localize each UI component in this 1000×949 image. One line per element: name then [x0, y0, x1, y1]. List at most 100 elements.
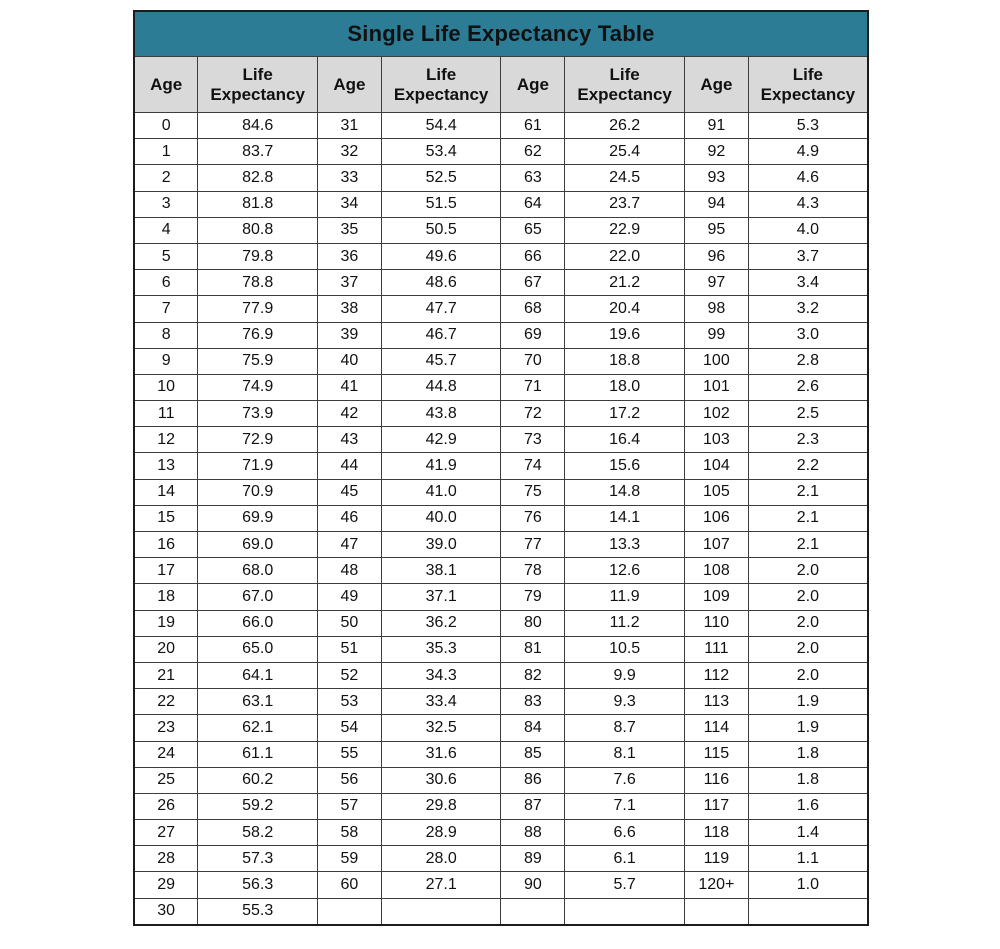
table-row: 17 68.0 48 38.1 78 12.6 108 2.0 [133, 557, 869, 585]
age-cell: 84 [500, 714, 566, 742]
age-cell: 13 [133, 452, 199, 480]
table-row: 6 78.8 37 48.6 67 21.2 97 3.4 [133, 269, 869, 297]
life-expectancy-cell: 2.6 [747, 373, 869, 402]
column-header-life-expectancy-1: Life Expectancy [197, 56, 318, 113]
life-expectancy-cell: 2.3 [747, 426, 869, 454]
age-cell: 43 [316, 426, 382, 454]
table-row: 10 74.9 41 44.8 71 18.0 101 2.6 [133, 373, 869, 402]
age-cell: 19 [133, 609, 199, 637]
life-expectancy-cell: 2.1 [747, 530, 869, 559]
age-cell: 83 [500, 688, 566, 716]
life-expectancy-cell: 13.3 [564, 530, 685, 559]
life-expectancy-cell: 83.7 [197, 138, 318, 166]
age-cell: 107 [683, 530, 749, 559]
life-expectancy-cell: 67.0 [197, 583, 318, 611]
life-expectancy-cell: 60.2 [197, 766, 318, 794]
age-cell: 80 [500, 609, 566, 637]
age-cell: 93 [683, 164, 749, 192]
table-title: Single Life Expectancy Table [133, 10, 869, 57]
life-expectancy-cell: 84.6 [197, 111, 318, 140]
table-row: 4 80.8 35 50.5 65 22.9 95 4.0 [133, 216, 869, 244]
age-cell: 59 [316, 845, 382, 873]
life-expectancy-cell: 45.7 [380, 347, 502, 375]
column-header-life-expectancy-2: Life Expectancy [380, 56, 502, 113]
age-cell: 27 [133, 819, 199, 847]
life-expectancy-cell: 61.1 [197, 740, 318, 768]
table-row: 0 84.6 31 54.4 61 26.2 91 5.3 [133, 111, 869, 140]
age-cell: 73 [500, 426, 566, 454]
table-row: 19 66.0 50 36.2 80 11.2 110 2.0 [133, 609, 869, 637]
age-cell: 92 [683, 138, 749, 166]
column-header-age-2: Age [316, 56, 382, 113]
life-expectancy-cell: 3.0 [747, 321, 869, 349]
age-cell: 4 [133, 216, 199, 244]
single-life-expectancy-table: Single Life Expectancy Table Age Life Ex… [133, 10, 869, 926]
age-cell: 65 [500, 216, 566, 244]
life-expectancy-cell: 3.7 [747, 242, 869, 271]
life-expectancy-cell: 16.4 [564, 426, 685, 454]
table-row: 7 77.9 38 47.7 68 20.4 98 3.2 [133, 295, 869, 323]
age-cell: 78 [500, 557, 566, 585]
life-expectancy-cell: 9.9 [564, 661, 685, 690]
life-expectancy-cell: 1.9 [747, 714, 869, 742]
age-cell: 46 [316, 504, 382, 533]
age-cell: 60 [316, 871, 382, 899]
life-expectancy-cell: 15.6 [564, 452, 685, 480]
age-cell: 44 [316, 452, 382, 480]
age-cell: 113 [683, 688, 749, 716]
age-cell: 32 [316, 138, 382, 166]
table-row: 9 75.9 40 45.7 70 18.8 100 2.8 [133, 347, 869, 375]
table-row: 29 56.3 60 27.1 90 5.7 120+ 1.0 [133, 871, 869, 899]
age-cell: 34 [316, 190, 382, 218]
age-cell: 96 [683, 242, 749, 271]
column-header-life-expectancy-3: Life Expectancy [564, 56, 685, 113]
table-body: 0 84.6 31 54.4 61 26.2 91 5.3 1 83.7 32 53.4 62 25.4 9… [133, 111, 869, 926]
age-cell: 120+ [683, 871, 749, 899]
life-expectancy-cell: 4.0 [747, 216, 869, 244]
life-expectancy-cell: 58.2 [197, 819, 318, 847]
table-row: 24 61.1 55 31.6 85 8.1 115 1.8 [133, 740, 869, 768]
age-cell: 11 [133, 400, 199, 428]
age-cell: 16 [133, 530, 199, 559]
table-row: 15 69.9 46 40.0 76 14.1 106 2.1 [133, 504, 869, 533]
life-expectancy-cell: 5.3 [747, 111, 869, 140]
age-cell: 22 [133, 688, 199, 716]
life-expectancy-cell: 41.0 [380, 478, 502, 506]
table-row: 1 83.7 32 53.4 62 25.4 92 4.9 [133, 138, 869, 166]
life-expectancy-cell: 44.8 [380, 373, 502, 402]
age-cell: 8 [133, 321, 199, 349]
table-row: 5 79.8 36 49.6 66 22.0 96 3.7 [133, 242, 869, 271]
life-expectancy-cell: 38.1 [380, 557, 502, 585]
age-cell: 55 [316, 740, 382, 768]
life-expectancy-cell: 1.9 [747, 688, 869, 716]
life-expectancy-cell: 49.6 [380, 242, 502, 271]
table-row: 2 82.8 33 52.5 63 24.5 93 4.6 [133, 164, 869, 192]
life-expectancy-cell: 64.1 [197, 661, 318, 690]
life-expectancy-cell [747, 897, 869, 926]
age-cell: 109 [683, 583, 749, 611]
age-cell: 45 [316, 478, 382, 506]
age-cell: 82 [500, 661, 566, 690]
life-expectancy-cell: 40.0 [380, 504, 502, 533]
age-cell: 47 [316, 530, 382, 559]
life-expectancy-cell: 31.6 [380, 740, 502, 768]
life-expectancy-cell: 1.4 [747, 819, 869, 847]
age-cell: 79 [500, 583, 566, 611]
life-expectancy-cell: 30.6 [380, 766, 502, 794]
life-expectancy-cell: 14.8 [564, 478, 685, 506]
table-row: 27 58.2 58 28.9 88 6.6 118 1.4 [133, 819, 869, 847]
age-cell: 17 [133, 557, 199, 585]
age-cell: 102 [683, 400, 749, 428]
life-expectancy-cell: 19.6 [564, 321, 685, 349]
life-expectancy-table-container: Single Life Expectancy Table Age Life Ex… [133, 10, 869, 926]
age-cell: 10 [133, 373, 199, 402]
age-cell: 9 [133, 347, 199, 375]
column-header-life-expectancy-4: Life Expectancy [747, 56, 869, 113]
age-cell: 29 [133, 871, 199, 899]
life-expectancy-cell: 46.7 [380, 321, 502, 349]
life-expectancy-cell: 9.3 [564, 688, 685, 716]
age-cell: 26 [133, 792, 199, 821]
age-cell: 52 [316, 661, 382, 690]
life-expectancy-cell: 5.7 [564, 871, 685, 899]
age-cell: 6 [133, 269, 199, 297]
